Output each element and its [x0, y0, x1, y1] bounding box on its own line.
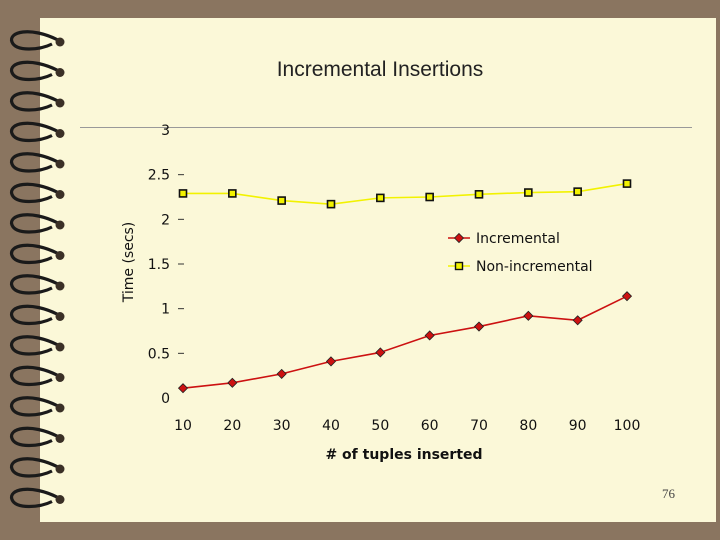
page-number: 76 — [662, 486, 675, 501]
slide-title: Incremental Insertions — [276, 58, 484, 81]
spiral-ring — [10, 304, 65, 326]
chart-series — [177, 179, 633, 394]
data-point — [523, 310, 534, 321]
series-line-1 — [183, 182, 628, 205]
spiral-ring — [10, 91, 65, 112]
spiral-ring — [10, 274, 65, 295]
x-tick-label: 10 — [174, 418, 192, 434]
legend-label: Non-incremental — [476, 259, 593, 275]
data-point — [326, 199, 336, 209]
x-tick-label: 70 — [470, 418, 488, 434]
data-point — [425, 192, 434, 202]
spiral-ring — [10, 365, 65, 387]
data-point — [276, 368, 287, 379]
spiral-ring — [10, 396, 65, 417]
data-point — [572, 315, 583, 326]
x-axis-label: # of tuples inserted — [325, 447, 482, 463]
x-tick-label: 50 — [371, 418, 389, 434]
spiral-ring — [10, 335, 65, 356]
spiral-ring — [10, 121, 65, 143]
data-point — [178, 189, 188, 198]
spiral-ring — [10, 30, 65, 51]
y-tick-label: 2.5 — [148, 168, 170, 184]
spiral-binding — [10, 30, 65, 509]
legend-marker — [453, 232, 465, 244]
x-tick-label: 20 — [223, 418, 241, 434]
data-point — [227, 377, 238, 388]
series-line-0 — [182, 295, 628, 389]
legend-marker — [454, 261, 464, 271]
data-point — [424, 330, 435, 341]
notebook-page — [40, 18, 716, 522]
spiral-ring — [10, 243, 65, 265]
y-tick-label: 2 — [161, 212, 170, 228]
data-point — [524, 188, 533, 197]
data-point — [177, 383, 189, 394]
y-tick-label: 1 — [161, 302, 170, 318]
x-tick-label: 60 — [421, 418, 439, 434]
chart-axes: 0 0.5 1 1.5 2 2.5 3 10 20 30 40 50 60 70 80 90 100 — [148, 123, 641, 434]
data-point — [228, 189, 237, 198]
spiral-ring — [10, 487, 65, 509]
spiral-ring — [10, 182, 65, 204]
y-tick-label: 0.5 — [148, 346, 170, 362]
data-point — [325, 356, 337, 367]
spiral-ring — [10, 457, 65, 478]
x-tick-label: 30 — [273, 418, 291, 434]
data-point — [277, 196, 286, 205]
spiral-ring — [10, 60, 65, 82]
data-point — [473, 321, 485, 332]
chart-legend: Incremental Non-incremental — [448, 231, 593, 275]
spiral-ring — [10, 213, 65, 234]
x-tick-label: 80 — [519, 418, 537, 434]
data-point — [622, 179, 632, 188]
x-tick-label: 40 — [322, 418, 340, 434]
data-point — [474, 190, 484, 199]
y-axis-label: Time (secs) — [121, 222, 137, 304]
data-point — [376, 193, 385, 203]
legend-label: Incremental — [476, 231, 560, 247]
title-divider — [80, 127, 692, 128]
spiral-ring — [10, 152, 65, 173]
y-tick-label: 3 — [161, 123, 170, 139]
x-tick-label: 100 — [614, 418, 641, 434]
spiral-ring — [10, 426, 65, 448]
data-point — [573, 187, 582, 196]
data-point — [621, 291, 633, 302]
y-tick-label: 1.5 — [148, 257, 170, 273]
data-point — [375, 347, 386, 358]
x-tick-label: 90 — [569, 418, 587, 434]
y-tick-label: 0 — [161, 391, 170, 407]
